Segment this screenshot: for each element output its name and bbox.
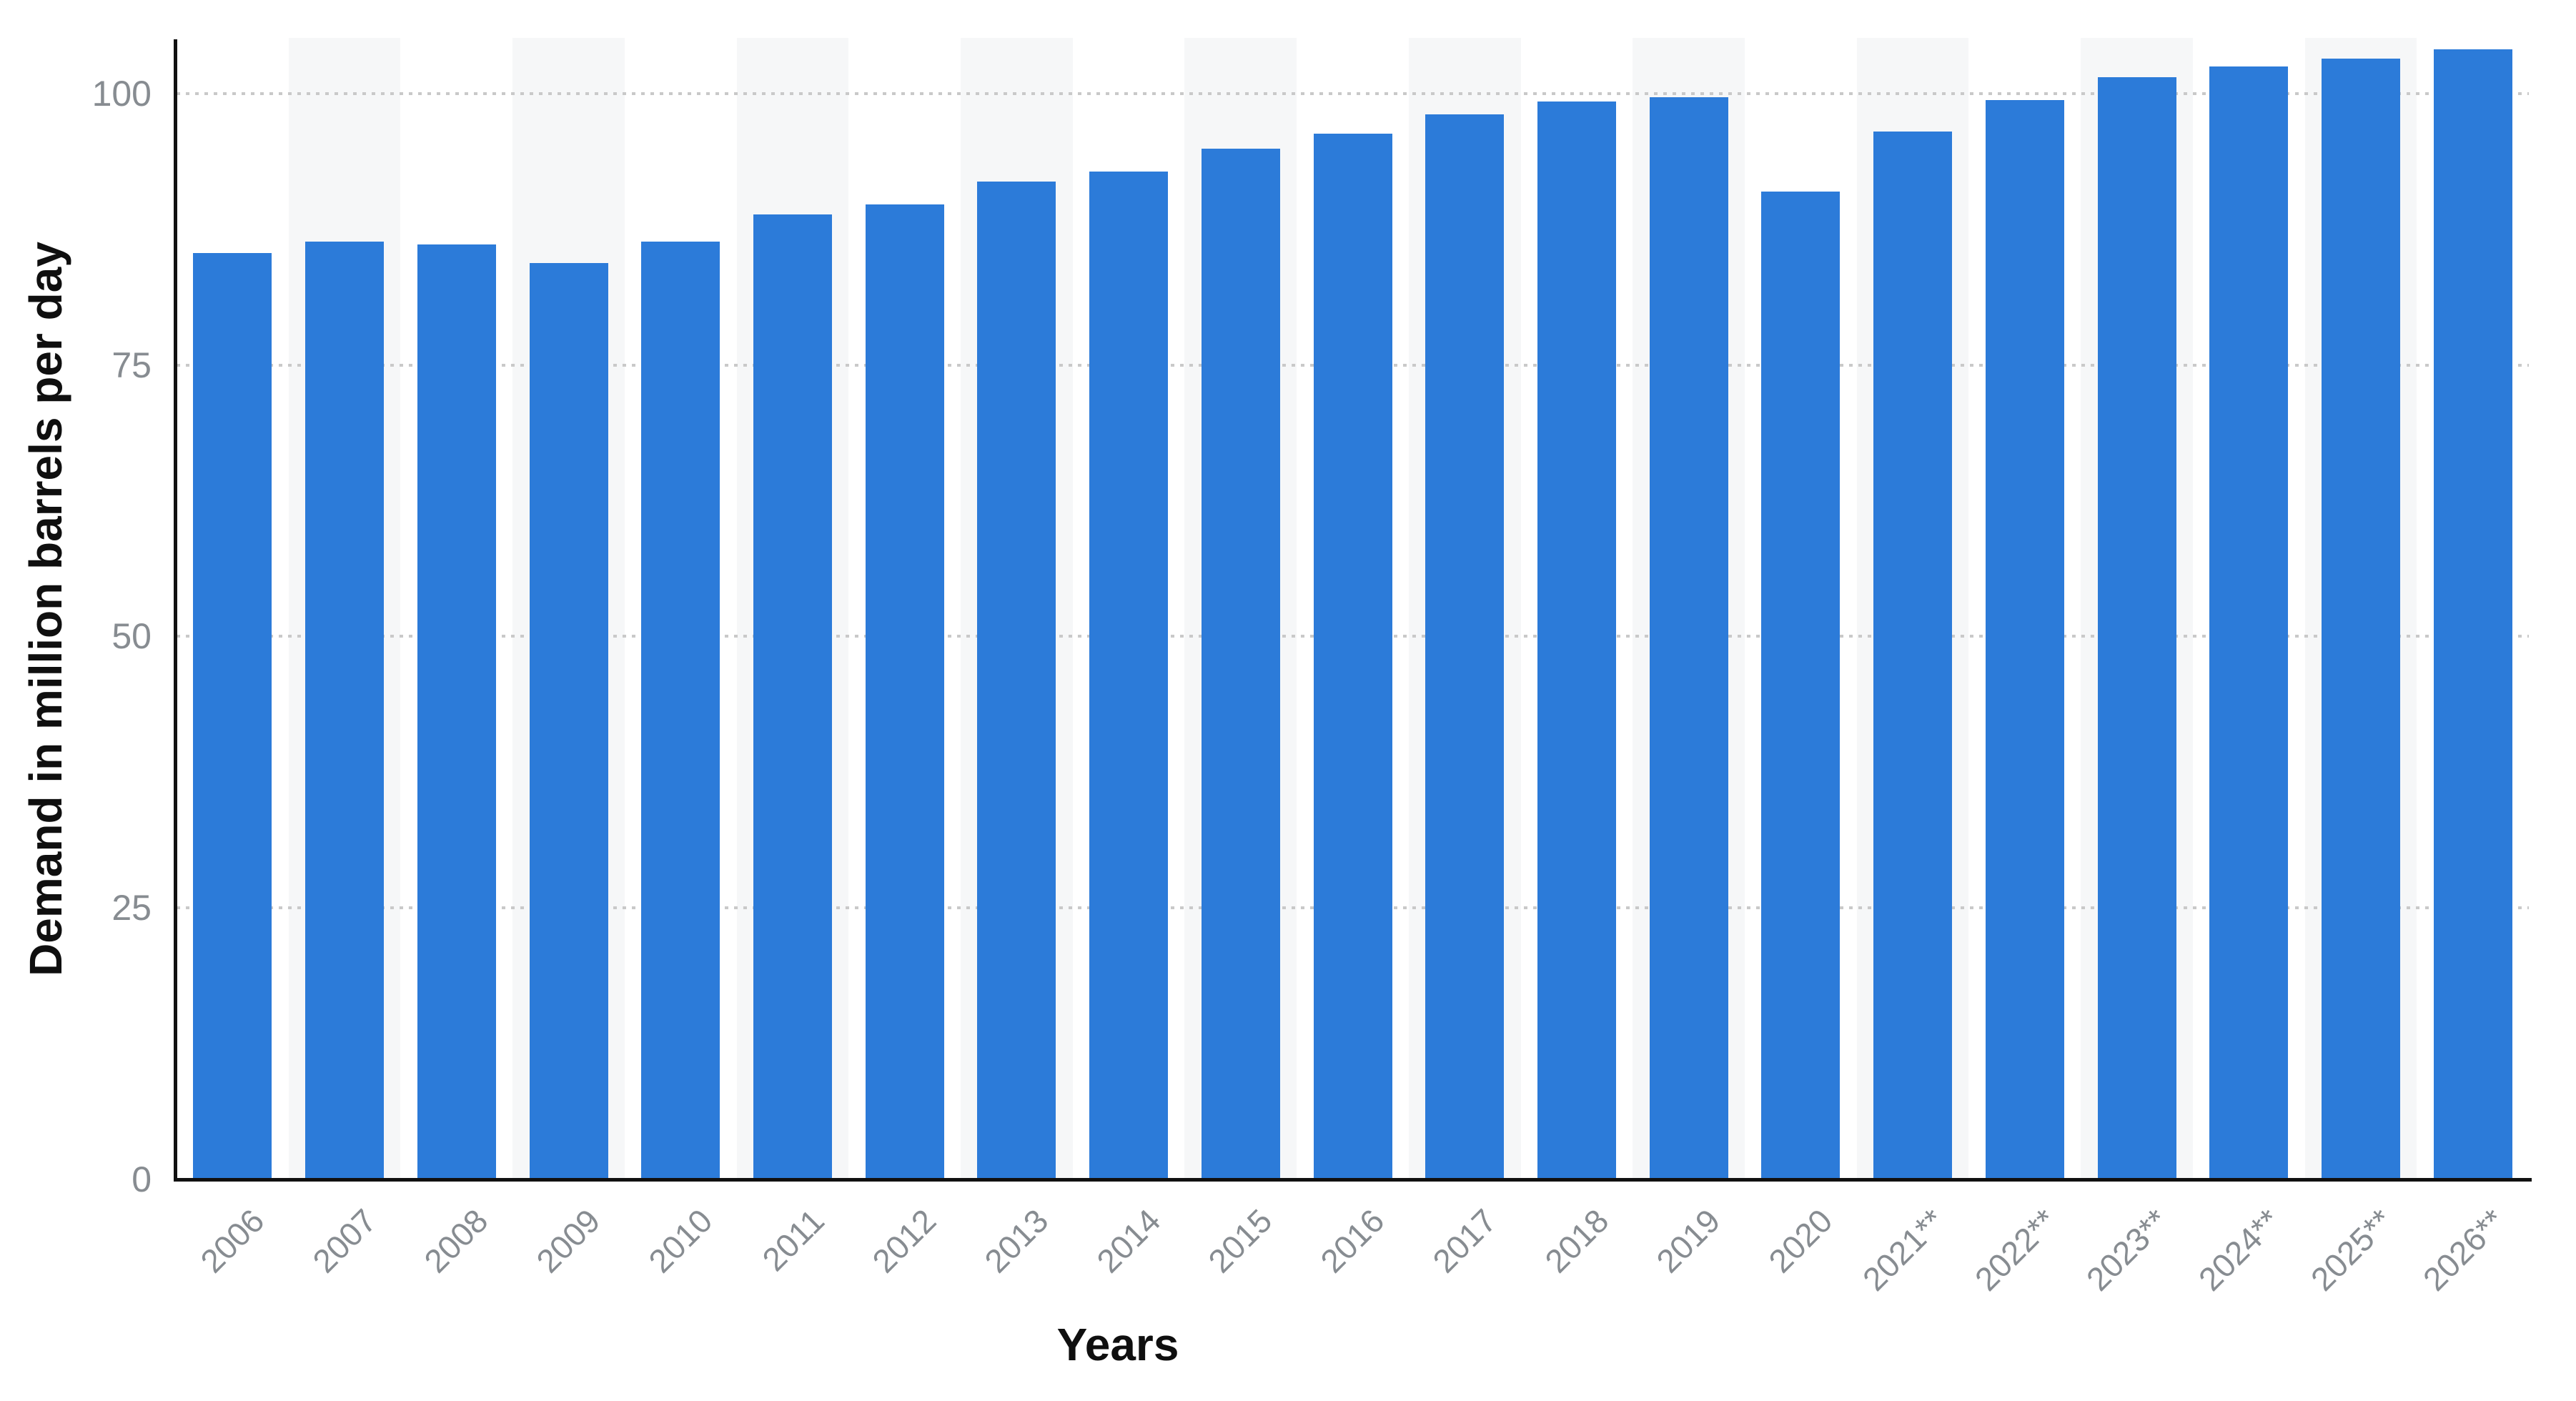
x-tick-label: 2006 (193, 1202, 272, 1280)
gridline (177, 91, 2529, 95)
bar[interactable] (865, 204, 944, 1179)
bar[interactable] (417, 244, 496, 1179)
x-tick-label: 2024** (2191, 1202, 2288, 1298)
bar[interactable] (1425, 114, 1505, 1179)
x-tick-label: 2026** (2415, 1202, 2512, 1298)
bar[interactable] (1201, 149, 1280, 1179)
y-tick-label: 75 (112, 345, 152, 385)
bar[interactable] (529, 262, 608, 1179)
x-tick-label: 2020 (1761, 1202, 1840, 1280)
bar[interactable] (2321, 59, 2400, 1179)
x-tick-label: 2009 (529, 1202, 608, 1280)
bar[interactable] (2097, 77, 2176, 1179)
x-tick-label: 2014 (1089, 1202, 1168, 1280)
bar[interactable] (1873, 132, 1953, 1179)
x-tick-label: 2013 (977, 1202, 1056, 1280)
x-axis-title: Years (1056, 1319, 1179, 1370)
bar[interactable] (193, 253, 272, 1179)
bar[interactable] (2209, 66, 2289, 1179)
x-tick-label: 2025** (2303, 1202, 2399, 1298)
y-tick-label: 100 (91, 73, 152, 114)
y-tick-label: 25 (112, 888, 152, 929)
bar[interactable] (1649, 96, 1728, 1179)
bar[interactable] (1313, 134, 1392, 1179)
y-tick-label: 0 (132, 1159, 152, 1199)
x-tick-label: 2022** (1967, 1202, 2064, 1298)
bar[interactable] (1985, 100, 2064, 1179)
y-axis-line (174, 39, 177, 1179)
bar[interactable] (2433, 49, 2512, 1179)
x-tick-label: 2016 (1313, 1202, 1392, 1280)
bar[interactable] (641, 241, 720, 1179)
x-tick-label: 2008 (417, 1202, 495, 1280)
bar[interactable] (305, 241, 385, 1179)
bar[interactable] (753, 214, 832, 1179)
x-tick-label: 2023** (2079, 1202, 2176, 1298)
bar[interactable] (977, 181, 1056, 1179)
bar[interactable] (1089, 172, 1169, 1179)
x-tick-label: 2015 (1201, 1202, 1279, 1280)
x-tick-label: 2010 (641, 1202, 720, 1280)
y-axis-title: Demand in million barrels per day (20, 242, 71, 976)
x-tick-label: 2007 (305, 1202, 384, 1280)
x-tick-label: 2018 (1537, 1202, 1615, 1280)
x-tick-label: 2017 (1425, 1202, 1504, 1280)
bar[interactable] (1537, 101, 1616, 1179)
x-tick-label: 2021** (1855, 1202, 1952, 1298)
x-axis-line (174, 1178, 2532, 1182)
y-tick-label: 50 (112, 616, 152, 657)
x-tick-label: 2019 (1649, 1202, 1728, 1280)
bar[interactable] (1761, 191, 1841, 1179)
x-tick-label: 2011 (755, 1202, 831, 1279)
x-tick-label: 2012 (865, 1202, 943, 1280)
